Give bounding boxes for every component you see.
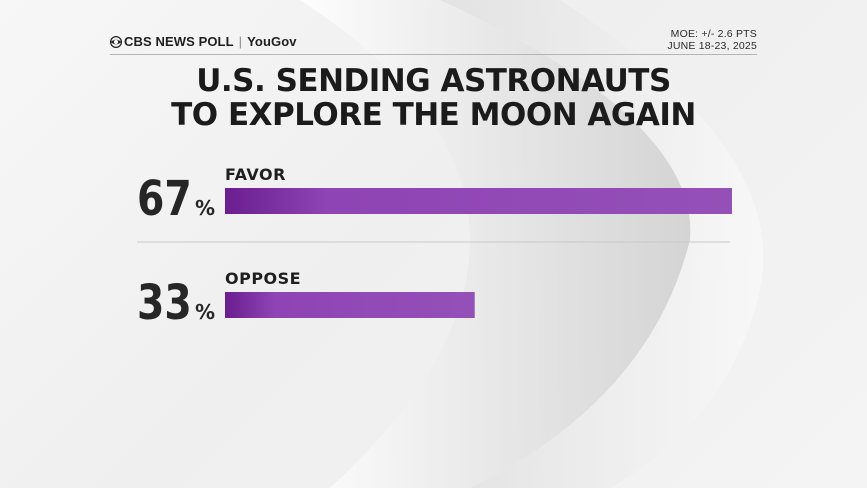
percent-sign: % (195, 196, 215, 220)
bar-favor (225, 188, 732, 214)
value-label-favor: 67 (137, 171, 192, 227)
bar-oppose (225, 292, 475, 318)
chart-title-line-1: U.S. SENDING ASTRONAUTS (196, 63, 671, 99)
partner-name: YouGov (247, 34, 297, 49)
brand-logo: CBS NEWS POLL | YouGov (110, 34, 297, 49)
category-label-oppose: OPPOSE (225, 269, 301, 288)
poll-info: MOE: +/- 2.6 PTS JUNE 18-23, 2025 (667, 28, 757, 52)
header: CBS NEWS POLL | YouGov MOE: +/- 2.6 PTS … (110, 28, 757, 55)
chart-title-line-2: TO EXPLORE THE MOON AGAIN (171, 97, 696, 133)
category-label-favor: FAVOR (225, 165, 286, 184)
margin-of-error: MOE: +/- 2.6 PTS (670, 28, 757, 40)
brand-divider: | (238, 34, 243, 49)
value-label-oppose: 33 (137, 275, 192, 331)
percent-sign: % (195, 300, 215, 324)
poll-dates: JUNE 18-23, 2025 (667, 40, 757, 52)
chart-title: U.S. SENDING ASTRONAUTS TO EXPLORE THE M… (110, 64, 757, 132)
cbs-eye-icon (110, 35, 122, 48)
brand-name: CBS NEWS POLL (124, 34, 234, 49)
